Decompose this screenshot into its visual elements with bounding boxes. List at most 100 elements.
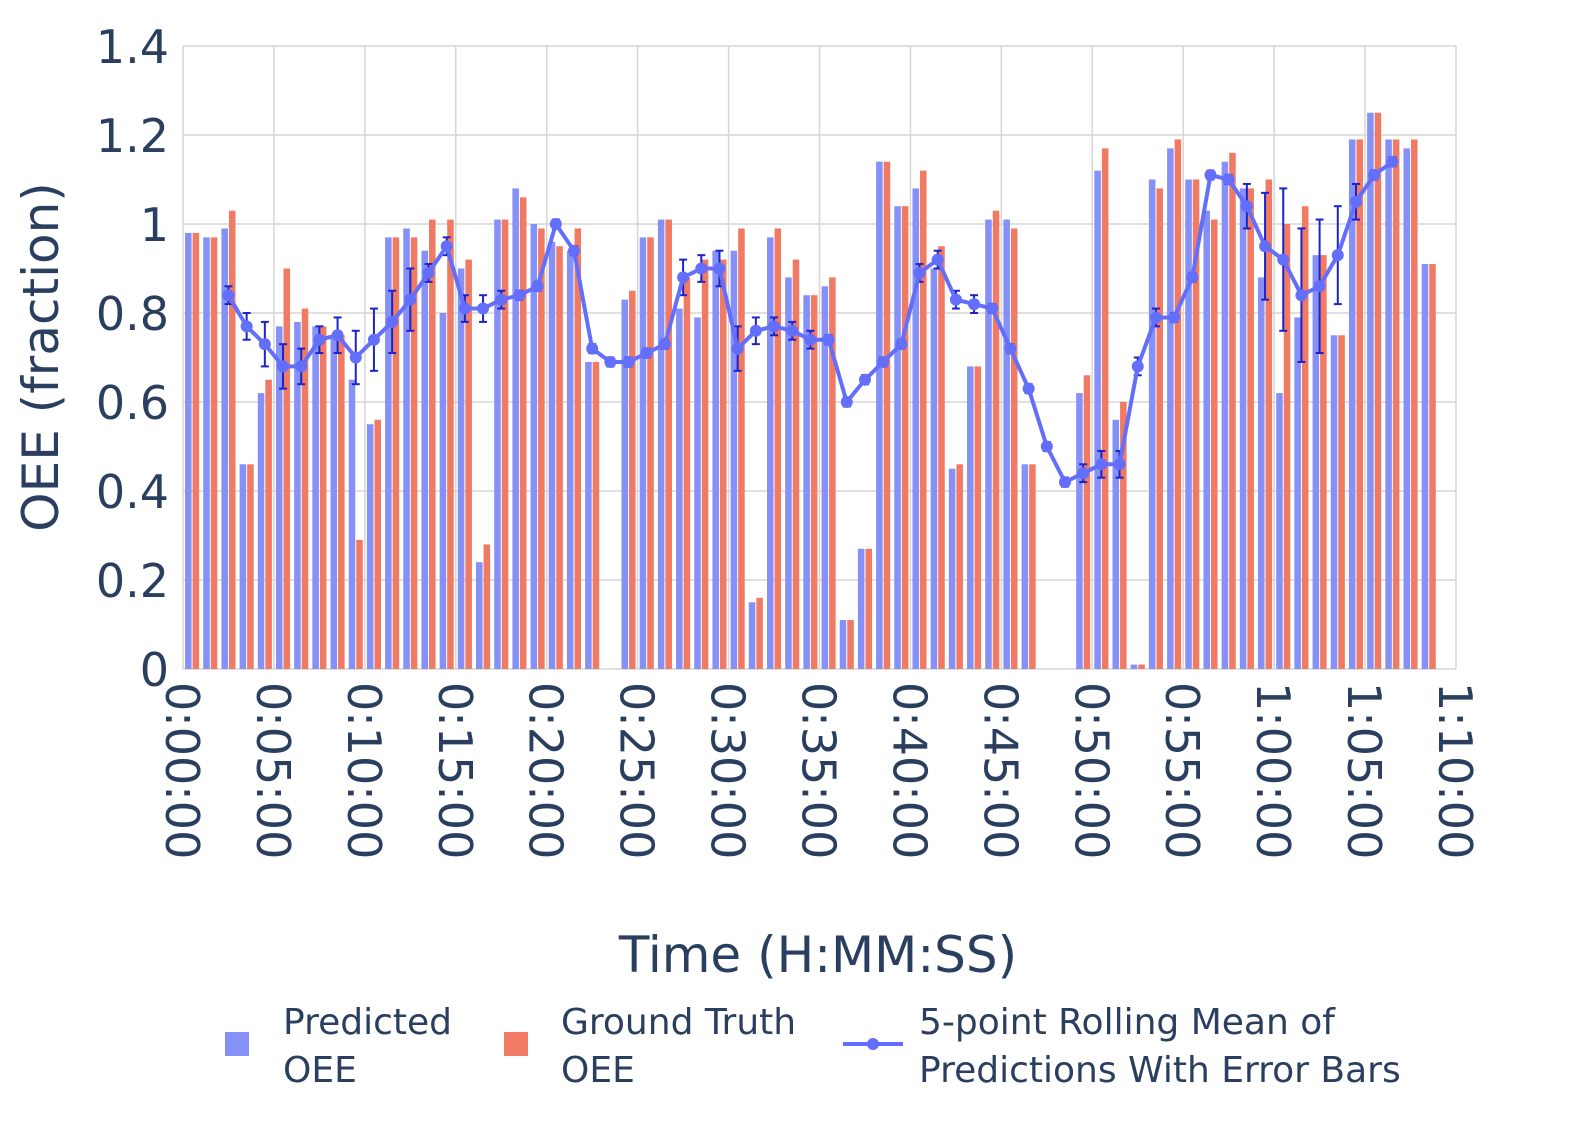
- predicted-bar: [821, 286, 829, 669]
- rolling-mean-point: [1095, 458, 1108, 471]
- rolling-mean-point: [440, 240, 453, 253]
- legend-label: OEE: [283, 1050, 357, 1091]
- ground-truth-bar: [1411, 139, 1418, 669]
- predicted-bar: [1167, 148, 1174, 670]
- rolling-mean-point: [658, 338, 671, 351]
- rolling-mean-point: [840, 396, 853, 408]
- ground-truth-bar: [1029, 464, 1036, 669]
- x-tick-label: 0:10:00: [337, 682, 391, 859]
- ground-truth-bar: [1229, 152, 1236, 670]
- rolling-mean-point: [367, 333, 380, 346]
- legend-label: Ground Truth: [561, 1002, 796, 1043]
- predicted-bar: [621, 299, 629, 669]
- x-tick-label: 0:00:00: [155, 682, 209, 859]
- rolling-mean-point: [1168, 311, 1181, 324]
- predicted-bar: [203, 237, 210, 669]
- predicted-bar: [348, 379, 356, 669]
- x-tick-label: 0:05:00: [246, 682, 300, 859]
- x-tick-label: 1:00:00: [1246, 682, 1300, 859]
- rolling-mean-point: [986, 302, 999, 315]
- x-tick-label: 0:15:00: [428, 682, 482, 859]
- ground-truth-bar: [429, 219, 436, 670]
- ground-truth-bar: [774, 228, 782, 669]
- ground-truth-bar: [465, 259, 472, 669]
- predicted-bar: [1367, 112, 1374, 669]
- x-tick-label: 0:45:00: [973, 682, 1027, 859]
- x-tick-label: 0:40:00: [882, 682, 936, 859]
- rolling-mean-point: [877, 355, 890, 368]
- ground-truth-bar: [374, 419, 381, 669]
- ground-truth-bar: [920, 170, 927, 669]
- predicted-bar: [385, 237, 392, 669]
- x-tick-label: 0:50:00: [1064, 682, 1118, 859]
- predicted-bar: [1003, 219, 1010, 670]
- predicted-bar: [1421, 264, 1429, 669]
- predicted-bar: [239, 464, 247, 669]
- predicted-bar: [1185, 179, 1192, 669]
- ground-truth-bar: [1374, 112, 1382, 669]
- rolling-mean-point: [477, 302, 490, 315]
- predicted-bar: [876, 161, 883, 669]
- predicted-bar: [1239, 188, 1247, 669]
- ground-truth-bar: [247, 464, 254, 669]
- rolling-mean-point: [1277, 253, 1290, 266]
- x-axis-title: Time (H:MM:SS): [618, 926, 1017, 984]
- legend-label: OEE: [561, 1050, 635, 1091]
- predicted-bar: [803, 295, 810, 669]
- ground-truth-bar: [1120, 402, 1127, 669]
- predicted-bar: [1076, 393, 1083, 669]
- ground-truth-bar: [338, 335, 345, 669]
- ground-truth-bar: [1301, 206, 1309, 669]
- ground-truth-bar: [1174, 139, 1182, 669]
- ground-truth-bar: [592, 361, 600, 669]
- rolling-mean-point: [804, 333, 817, 346]
- legend-marker-swatch: [867, 1038, 879, 1050]
- rolling-mean-point: [1259, 240, 1272, 253]
- y-axis-ticks: 0 0.2 0.4 0.6 0.8 1 1.2 1.4: [96, 20, 169, 697]
- predicted-bar: [748, 602, 756, 669]
- predicted-bar: [657, 219, 665, 670]
- rolling-mean-point: [1131, 360, 1144, 373]
- predicted-bar: [1130, 664, 1138, 669]
- rolling-mean-point: [1004, 342, 1017, 355]
- rolling-mean-point: [1113, 458, 1126, 471]
- predicted-bar: [1203, 210, 1210, 669]
- ground-truth-bar: [1138, 664, 1145, 669]
- rolling-mean-point: [713, 262, 726, 275]
- predicted-bar: [912, 188, 920, 669]
- y-tick-label: 1: [140, 198, 169, 252]
- ground-truth-bar: [1356, 139, 1364, 669]
- ground-truth-bar: [956, 464, 963, 669]
- ground-truth-bar: [1392, 139, 1400, 669]
- ground-truth-bar: [865, 548, 873, 669]
- rolling-mean-point: [1313, 280, 1326, 293]
- rolling-mean-point: [513, 289, 526, 302]
- legend-swatch: [504, 1032, 528, 1056]
- rolling-mean-point: [1349, 195, 1362, 208]
- predicted-bar: [494, 219, 501, 670]
- ground-truth-bar: [519, 197, 527, 670]
- ground-truth-bar: [483, 544, 491, 669]
- predicted-bar: [439, 313, 447, 669]
- ground-truth-bar: [810, 295, 818, 669]
- rolling-mean-line-layer: [222, 155, 1399, 489]
- ground-truth-bar: [265, 379, 272, 669]
- rolling-mean-point: [749, 324, 762, 337]
- ground-truth-bar: [1320, 255, 1327, 669]
- ground-truth-bar: [938, 246, 945, 669]
- predicted-bar: [894, 206, 901, 669]
- predicted-bar: [694, 317, 701, 669]
- predicted-bar: [712, 250, 719, 669]
- legend-item-rolling: 5-point Rolling Mean of Predictions With …: [843, 1002, 1401, 1091]
- predicted-bar: [1294, 317, 1301, 669]
- ground-truth-bar: [1156, 188, 1163, 669]
- rolling-mean-point: [1222, 173, 1235, 186]
- predicted-bar: [1112, 419, 1120, 669]
- rolling-mean-point: [331, 329, 344, 342]
- x-tick-label: 0:20:00: [519, 682, 573, 859]
- x-tick-label: 1:10:00: [1428, 682, 1482, 859]
- predicted-bar: [1312, 255, 1320, 669]
- rolling-mean-point: [1368, 169, 1381, 182]
- rolling-mean-point: [313, 333, 326, 346]
- ground-truth-bar: [719, 259, 727, 669]
